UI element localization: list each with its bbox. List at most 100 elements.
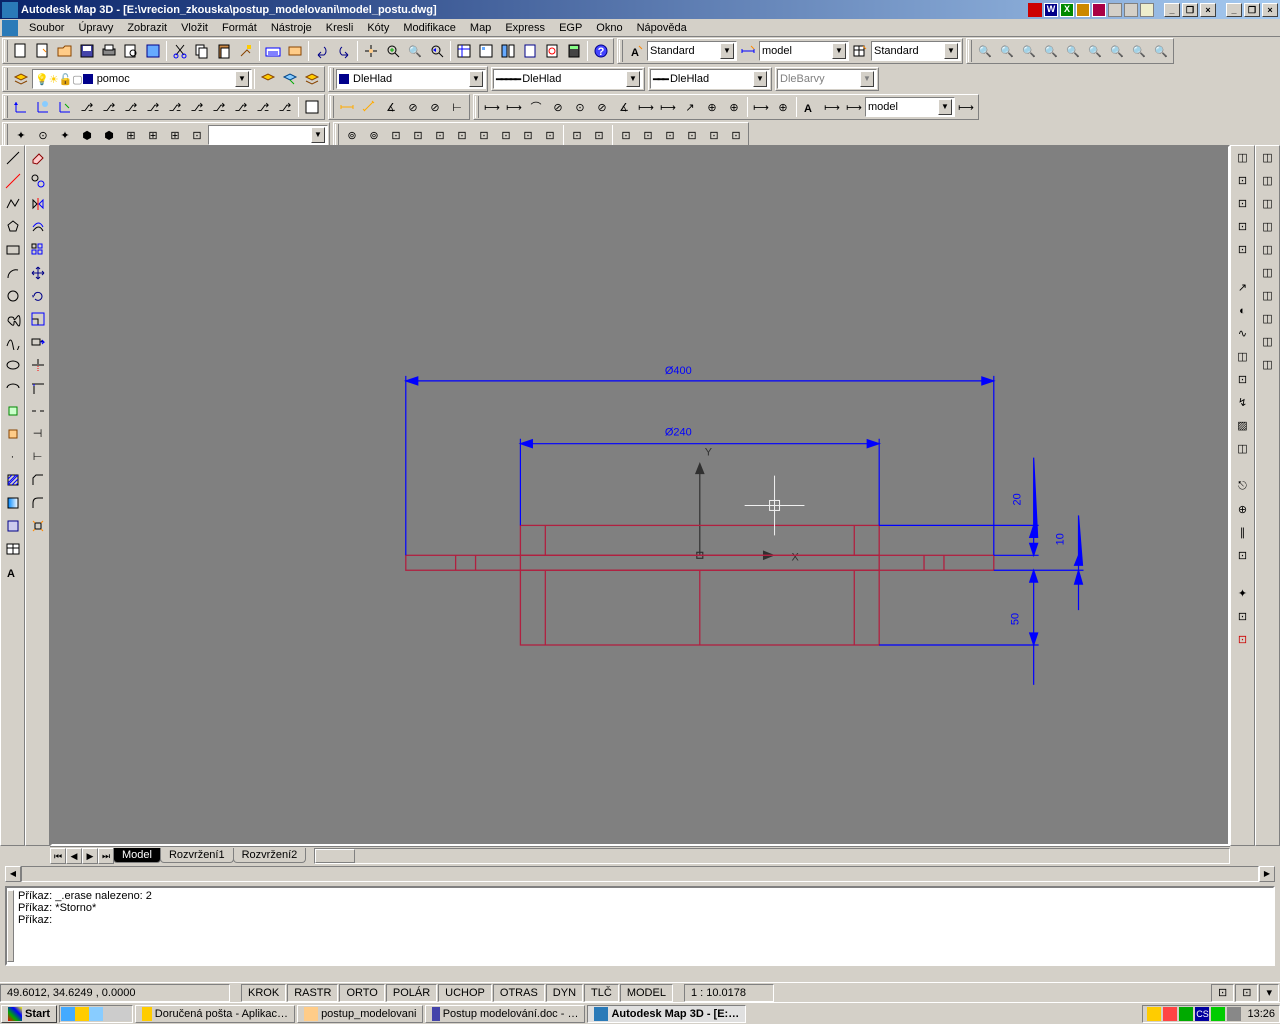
- ucs-s-icon[interactable]: ⎇: [274, 96, 296, 118]
- r14-icon[interactable]: ⎋: [1231, 475, 1254, 498]
- layer-filt-icon[interactable]: [301, 68, 323, 90]
- close-button[interactable]: ×: [1200, 3, 1216, 17]
- stretch-icon[interactable]: [26, 330, 49, 353]
- zoom-3-icon[interactable]: 🔍: [1018, 40, 1040, 62]
- status-model[interactable]: MODEL: [620, 984, 673, 1002]
- status-rastr[interactable]: RASTR: [287, 984, 338, 1002]
- named-ucs-icon[interactable]: [301, 96, 323, 118]
- d2-icon[interactable]: ⟼: [503, 96, 525, 118]
- zoom-prev-icon[interactable]: [426, 40, 448, 62]
- zoom-6-icon[interactable]: 🔍: [1084, 40, 1106, 62]
- layer-prev-icon[interactable]: [257, 68, 279, 90]
- rr7-icon[interactable]: ◫: [1256, 284, 1279, 307]
- status-scale[interactable]: 1 : 10.0178: [684, 984, 774, 1002]
- r17-icon[interactable]: ⊡: [1231, 544, 1254, 567]
- doc-restore-button[interactable]: ❐: [1244, 3, 1260, 17]
- s14-icon[interactable]: ⊡: [637, 124, 659, 146]
- d1-icon[interactable]: ⟼: [481, 96, 503, 118]
- d14-icon[interactable]: ⊕: [772, 96, 794, 118]
- tab-model[interactable]: Model: [113, 848, 161, 863]
- rotate-icon[interactable]: [26, 284, 49, 307]
- cut-icon[interactable]: [169, 40, 191, 62]
- m5-icon[interactable]: ⬢: [98, 124, 120, 146]
- d12-icon[interactable]: ⊕: [723, 96, 745, 118]
- dim-rad-icon[interactable]: ⊘: [402, 96, 424, 118]
- tab-first[interactable]: ⏮: [50, 848, 66, 864]
- new-icon[interactable]: [10, 40, 32, 62]
- status-otras[interactable]: OTRAS: [493, 984, 545, 1002]
- zoom-5-icon[interactable]: 🔍: [1062, 40, 1084, 62]
- line-icon[interactable]: [1, 146, 24, 169]
- zoom-win-icon[interactable]: 🔍: [404, 40, 426, 62]
- ql-ol-icon[interactable]: [75, 1007, 89, 1021]
- rr2-icon[interactable]: ◫: [1256, 169, 1279, 192]
- block-icon[interactable]: [284, 40, 306, 62]
- layer-state-icon[interactable]: [279, 68, 301, 90]
- status-orto[interactable]: ORTO: [339, 984, 384, 1002]
- d3-icon[interactable]: ⌒: [525, 96, 547, 118]
- excel-icon[interactable]: X: [1060, 3, 1074, 17]
- rect-icon[interactable]: [1, 238, 24, 261]
- insert-icon[interactable]: [1, 399, 24, 422]
- menu-item[interactable]: Úpravy: [71, 21, 120, 35]
- ucs-f-icon[interactable]: ⎇: [76, 96, 98, 118]
- tray-6-icon[interactable]: [1227, 1007, 1241, 1021]
- zoom-rt-icon[interactable]: [382, 40, 404, 62]
- pline-icon[interactable]: [1, 192, 24, 215]
- tab-prev[interactable]: ◀: [66, 848, 82, 864]
- r4-icon[interactable]: ⊡: [1231, 215, 1254, 238]
- d4-icon[interactable]: ⊘: [547, 96, 569, 118]
- status-icon-1[interactable]: ⊡: [1211, 984, 1234, 1002]
- break-icon[interactable]: [26, 399, 49, 422]
- calc-icon[interactable]: [563, 40, 585, 62]
- r11-icon[interactable]: ↯: [1231, 391, 1254, 414]
- dim-space-combo[interactable]: model▼: [865, 97, 955, 117]
- status-polar[interactable]: POLÁR: [386, 984, 437, 1002]
- s8-icon[interactable]: ⊡: [495, 124, 517, 146]
- ucs-o-icon[interactable]: ⎇: [98, 96, 120, 118]
- mirror-icon[interactable]: [26, 192, 49, 215]
- r20-icon[interactable]: ⊡: [1231, 628, 1254, 651]
- publish-icon[interactable]: [142, 40, 164, 62]
- r7-icon[interactable]: ◐: [1231, 299, 1254, 322]
- join-icon[interactable]: ⊢: [26, 445, 49, 468]
- ucs-a-icon[interactable]: ⎇: [230, 96, 252, 118]
- open-icon[interactable]: [54, 40, 76, 62]
- ucs-p-icon[interactable]: [54, 96, 76, 118]
- d11-icon[interactable]: ⊕: [701, 96, 723, 118]
- zoom-9-icon[interactable]: 🔍: [1150, 40, 1172, 62]
- system-tray[interactable]: CS 13:26: [1142, 1005, 1280, 1023]
- mtext-icon[interactable]: A: [1, 560, 24, 583]
- tray-icon[interactable]: [1028, 3, 1042, 17]
- m1-icon[interactable]: ✦: [10, 124, 32, 146]
- lineweight-combo[interactable]: ━━━ DleHlad▼: [650, 69, 770, 89]
- break2-icon[interactable]: ⊣: [26, 422, 49, 445]
- status-icon-3[interactable]: ▾: [1259, 984, 1279, 1002]
- tray-1-icon[interactable]: [1147, 1007, 1161, 1021]
- spline-icon[interactable]: [1, 330, 24, 353]
- extend-icon[interactable]: [26, 376, 49, 399]
- command-window[interactable]: Příkaz: _.erase nalezeno: 2 Příkaz: *Sto…: [5, 886, 1275, 966]
- m7-icon[interactable]: ⊞: [142, 124, 164, 146]
- s17-icon[interactable]: ⊡: [703, 124, 725, 146]
- ucs-v-icon[interactable]: ⎇: [252, 96, 274, 118]
- m6-icon[interactable]: ⊞: [120, 124, 142, 146]
- access-icon[interactable]: [1092, 3, 1106, 17]
- menu-item[interactable]: Nápověda: [630, 21, 694, 35]
- properties-icon[interactable]: [453, 40, 475, 62]
- r8-icon[interactable]: ∿: [1231, 322, 1254, 345]
- d9-icon[interactable]: ⟼: [657, 96, 679, 118]
- s16-icon[interactable]: ⊡: [681, 124, 703, 146]
- save-icon[interactable]: [76, 40, 98, 62]
- m3-icon[interactable]: ✦: [54, 124, 76, 146]
- region-icon[interactable]: [1, 514, 24, 537]
- m8-icon[interactable]: ⊞: [164, 124, 186, 146]
- markup-icon[interactable]: [541, 40, 563, 62]
- print-icon[interactable]: [98, 40, 120, 62]
- d15-icon[interactable]: A: [799, 96, 821, 118]
- dim-dia-icon[interactable]: ⊘: [424, 96, 446, 118]
- rr3-icon[interactable]: ◫: [1256, 192, 1279, 215]
- r6-icon[interactable]: ↗: [1231, 276, 1254, 299]
- tray-3-icon[interactable]: [1179, 1007, 1193, 1021]
- ql-5-icon[interactable]: [117, 1007, 131, 1021]
